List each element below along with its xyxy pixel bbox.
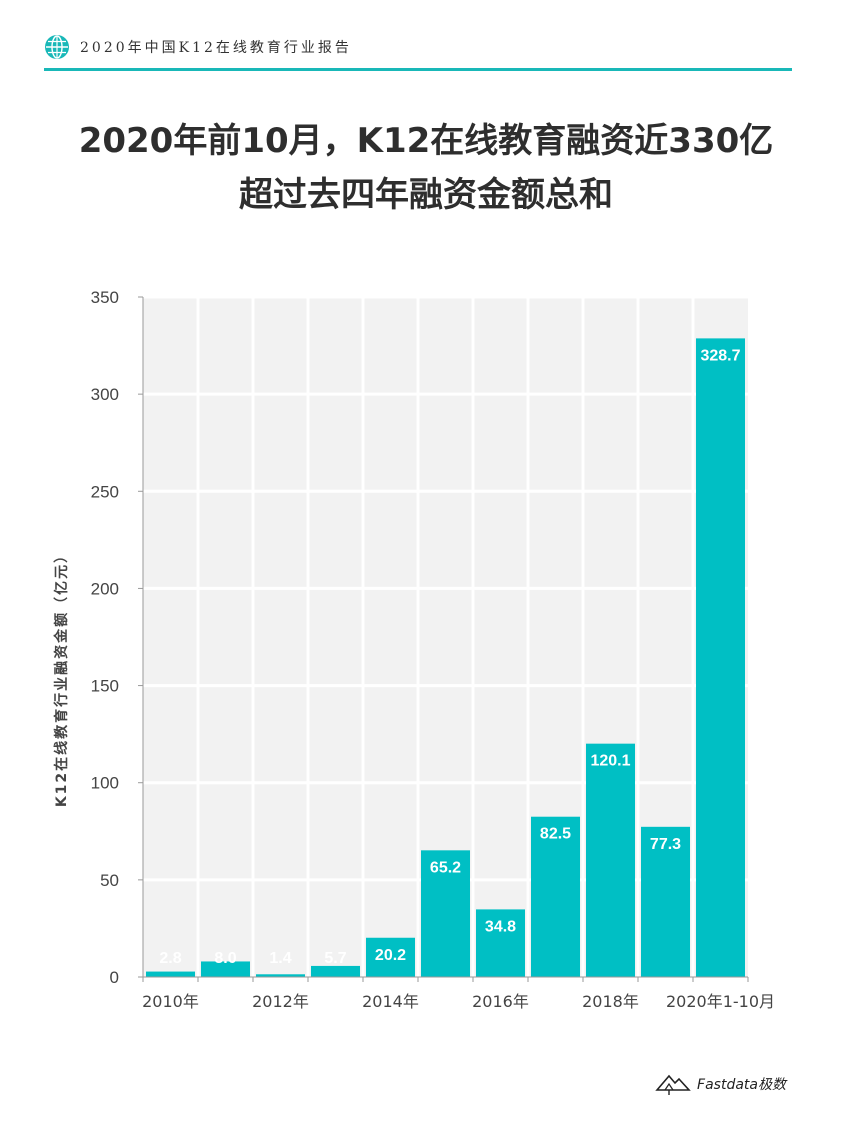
bar <box>256 974 305 977</box>
title-line-1: 2020年前10月，K12在线教育融资近330亿 <box>78 121 774 161</box>
bar-value-label: 65.2 <box>430 859 461 876</box>
bar <box>476 909 525 977</box>
x-tick-label: 2010年 <box>142 992 199 1011</box>
y-axis-title: K12在线教育行业融资金额（亿元） <box>53 547 70 807</box>
y-tick-label: 300 <box>91 385 119 404</box>
bar-value-label: 34.8 <box>485 918 516 935</box>
report-title: 2020年中国K12在线教育行业报告 <box>80 40 352 56</box>
logo-text: Fastdata极数 <box>697 1077 786 1093</box>
bar <box>366 937 415 977</box>
x-tick-label: 2020年1-10月 <box>666 992 775 1011</box>
y-tick-label: 350 <box>91 288 119 307</box>
y-tick-label: 150 <box>91 677 119 696</box>
bar <box>201 961 250 977</box>
mountain-logo-icon <box>655 1074 691 1095</box>
brand-logo: Fastdata极数 <box>655 1072 786 1096</box>
y-tick-label: 0 <box>110 968 119 987</box>
y-tick-label: 50 <box>100 871 119 890</box>
bar-value-label: 120.1 <box>590 753 630 770</box>
bar <box>696 338 745 977</box>
x-tick-label: 2016年 <box>472 992 529 1011</box>
x-tick-label: 2014年 <box>362 992 419 1011</box>
x-tick-label: 2012年 <box>252 992 309 1011</box>
bar-value-label: 2.8 <box>159 950 181 967</box>
y-tick-label: 200 <box>91 579 119 598</box>
report-header: 2020年中国K12在线教育行业报告 <box>44 32 352 62</box>
bar-value-label: 5.7 <box>324 950 346 967</box>
title-line-2: 超过去四年融资金额总和 <box>239 175 613 215</box>
bar <box>531 816 580 977</box>
bar <box>146 971 195 977</box>
bar-value-label: 77.3 <box>650 836 681 853</box>
bar-value-label: 8.0 <box>214 950 236 967</box>
bar-value-label: 82.5 <box>540 826 571 843</box>
bar-chart: 2.8 8.0 1.4 5.7 20.2 65.2 34.8 82.5 120.1 77.3 328… <box>53 288 775 1011</box>
bar <box>586 743 635 977</box>
header-divider <box>44 68 792 71</box>
y-tick-label: 100 <box>91 774 119 793</box>
bar-value-label: 1.4 <box>269 950 291 967</box>
bar-value-label: 20.2 <box>375 947 406 964</box>
y-tick-label: 250 <box>91 482 119 501</box>
bar-value-label: 328.7 <box>700 347 740 364</box>
page-title: 2020年前10月，K12在线教育融资近330亿 超过去四年融资金额总和 <box>0 114 852 222</box>
bar <box>641 826 690 977</box>
bar <box>421 850 470 977</box>
x-tick-label: 2018年 <box>582 992 639 1011</box>
globe-icon <box>45 35 69 59</box>
bar <box>311 965 360 977</box>
